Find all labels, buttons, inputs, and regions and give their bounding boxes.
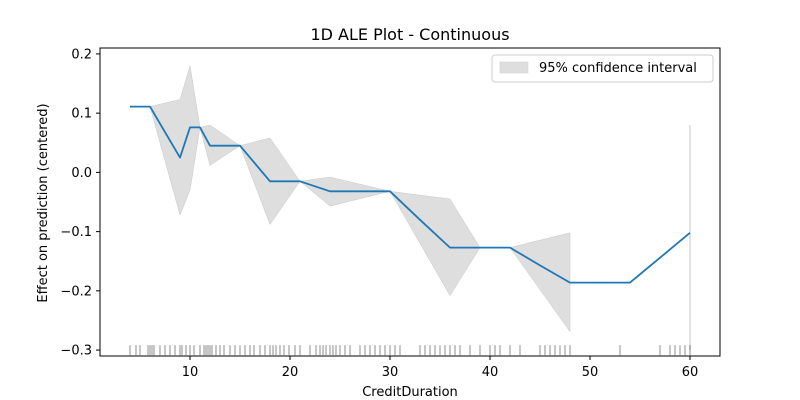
x-tick-label: 20: [282, 365, 299, 380]
legend: 95% confidence interval: [491, 54, 714, 83]
x-tick-label: 50: [582, 365, 599, 380]
y-tick-label: 0.2: [71, 47, 92, 62]
y-axis: −0.3 −0.2 −0.1 0.0 0.1 0.2: [60, 47, 100, 359]
x-tick-label: 10: [182, 365, 199, 380]
y-tick-label: 0.1: [71, 107, 92, 122]
y-tick-label: −0.3: [60, 344, 92, 359]
y-axis-label: Effect on prediction (centered): [36, 103, 51, 302]
plot-area: [129, 65, 691, 356]
chart-title: 1D ALE Plot - Continuous: [310, 25, 509, 44]
x-tick-label: 60: [682, 365, 699, 380]
legend-box: [491, 54, 714, 83]
legend-label: 95% confidence interval: [539, 61, 697, 76]
y-tick-label: −0.2: [60, 284, 92, 299]
axes-frame: [99, 47, 721, 357]
ale-line: [130, 105, 691, 284]
x-axis: 10 20 30 40 50 60: [182, 356, 699, 380]
x-tick-label: 40: [482, 365, 499, 380]
x-tick-label: 30: [382, 365, 399, 380]
legend-swatch: [499, 61, 529, 74]
y-tick-label: 0.0: [71, 166, 92, 181]
x-axis-label: CreditDuration: [362, 385, 458, 400]
y-tick-label: −0.1: [60, 225, 92, 240]
